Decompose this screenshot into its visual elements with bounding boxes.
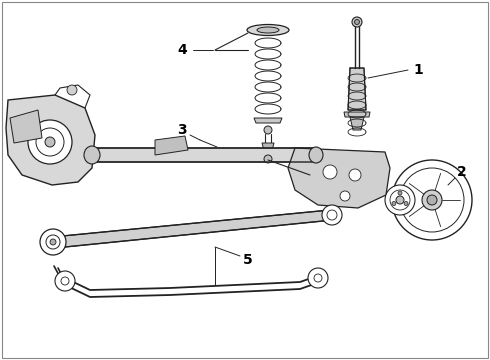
- Polygon shape: [10, 110, 42, 143]
- Ellipse shape: [257, 27, 279, 33]
- Polygon shape: [348, 68, 366, 110]
- Ellipse shape: [84, 146, 100, 164]
- Polygon shape: [344, 112, 370, 117]
- Polygon shape: [90, 148, 318, 162]
- Circle shape: [50, 239, 56, 245]
- Circle shape: [396, 196, 404, 204]
- Circle shape: [352, 17, 362, 27]
- Circle shape: [392, 202, 396, 206]
- Circle shape: [55, 271, 75, 291]
- Circle shape: [264, 126, 272, 134]
- Text: 5: 5: [243, 253, 253, 267]
- Circle shape: [45, 137, 55, 147]
- Polygon shape: [52, 210, 333, 248]
- Circle shape: [322, 205, 342, 225]
- Text: 4: 4: [177, 43, 187, 57]
- Circle shape: [340, 191, 350, 201]
- Circle shape: [404, 202, 408, 206]
- Circle shape: [422, 190, 442, 210]
- Ellipse shape: [247, 24, 289, 36]
- Polygon shape: [350, 117, 364, 130]
- Circle shape: [308, 268, 328, 288]
- Circle shape: [28, 120, 72, 164]
- Circle shape: [323, 165, 337, 179]
- Polygon shape: [262, 143, 274, 158]
- Circle shape: [264, 155, 272, 163]
- Polygon shape: [288, 148, 390, 208]
- Polygon shape: [6, 95, 95, 185]
- Circle shape: [427, 195, 437, 205]
- Circle shape: [67, 85, 77, 95]
- Polygon shape: [155, 136, 188, 155]
- Circle shape: [398, 191, 402, 195]
- Text: 1: 1: [413, 63, 423, 77]
- Circle shape: [40, 229, 66, 255]
- Circle shape: [354, 19, 360, 24]
- Circle shape: [349, 169, 361, 181]
- Circle shape: [385, 185, 415, 215]
- Text: 3: 3: [177, 123, 187, 137]
- Ellipse shape: [309, 147, 323, 163]
- Polygon shape: [254, 118, 282, 123]
- Text: 2: 2: [457, 165, 467, 179]
